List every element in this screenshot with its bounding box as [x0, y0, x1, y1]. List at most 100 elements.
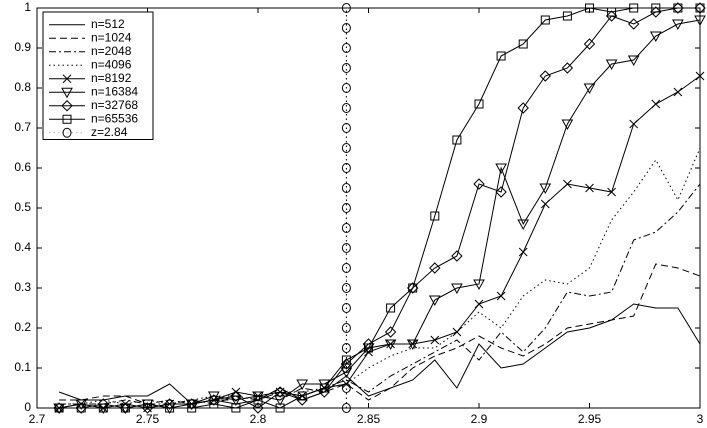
circle-marker: [341, 103, 351, 113]
diamond-marker: [561, 62, 574, 74]
diamond-marker: [97, 398, 110, 410]
triangle-marker: [428, 295, 441, 307]
legend-label: n=65536: [91, 111, 138, 125]
circle-marker: [341, 163, 351, 173]
x-marker: [651, 99, 661, 109]
y-tick-label: 0.5: [14, 200, 31, 214]
x-marker: [585, 183, 594, 193]
y-tick-label: 0.8: [14, 80, 31, 94]
square-marker: [651, 3, 661, 13]
diamond-marker: [208, 394, 220, 406]
square-marker: [165, 403, 175, 413]
diamond-marker: [230, 390, 242, 402]
legend-item: n=512: [49, 17, 125, 31]
diamond-marker: [163, 398, 176, 410]
triangle-marker: [627, 55, 640, 67]
legend-item: n=16384: [49, 84, 138, 98]
square-marker: [297, 391, 307, 401]
triangle-marker: [672, 19, 684, 31]
legend-item: n=8192: [49, 71, 132, 85]
diamond-marker: [583, 38, 596, 50]
series-line: [59, 75, 701, 409]
y-tick-label: 0.7: [14, 120, 31, 134]
diamond-marker: [75, 402, 87, 414]
circle-marker: [341, 183, 351, 193]
diamond-marker: [495, 186, 507, 198]
x-tick-label: 2.85: [357, 412, 381, 426]
circle-marker: [62, 127, 72, 138]
y-tick-label: 0.1: [14, 360, 31, 374]
x-marker: [540, 199, 550, 209]
square-marker: [430, 211, 440, 221]
square-marker: [607, 7, 617, 17]
y-tick-label: 0.6: [14, 160, 31, 174]
legend-label: n=16384: [91, 84, 138, 98]
legend-item: n=65536: [49, 111, 138, 125]
square-marker: [319, 383, 329, 393]
circle-marker: [341, 143, 351, 153]
diamond-marker: [627, 18, 640, 30]
legend-label: n=1024: [91, 30, 132, 44]
circle-marker: [341, 23, 351, 33]
square-marker: [98, 403, 108, 413]
diamond-marker: [429, 262, 441, 274]
circle-marker: [341, 43, 351, 53]
circle-marker: [341, 123, 351, 133]
diamond-marker: [340, 358, 353, 370]
legend-box: [42, 11, 154, 140]
x-marker: [62, 74, 72, 84]
circle-marker: [341, 303, 351, 313]
circle-marker: [341, 283, 351, 293]
square-marker: [452, 135, 462, 145]
square-marker: [518, 39, 528, 49]
circle-marker: [341, 63, 351, 73]
square-marker: [253, 395, 263, 405]
square-marker: [231, 403, 241, 413]
diamond-marker: [473, 178, 485, 190]
square-marker: [673, 3, 683, 13]
triangle-marker: [517, 219, 530, 231]
legend: n=512n=1024n=2048n=4096n=8192n=16384n=32…: [42, 11, 154, 140]
y-tick-label: 0.9: [14, 40, 31, 54]
y-tick-label: 0: [24, 400, 31, 414]
diamond-marker: [517, 102, 529, 114]
legend-item: n=32768: [49, 98, 138, 112]
x-marker: [563, 179, 572, 189]
x-marker: [518, 247, 528, 257]
diamond-marker: [650, 6, 662, 18]
square-marker: [540, 15, 550, 25]
y-tick-label: 0.4: [14, 240, 31, 254]
diamond-marker: [274, 386, 286, 398]
square-marker: [629, 3, 639, 13]
x-marker: [673, 87, 683, 97]
diamond-marker: [406, 282, 419, 294]
triangle-marker: [406, 339, 419, 351]
square-marker: [408, 283, 418, 293]
triangle-marker: [561, 119, 574, 131]
circle-marker: [341, 263, 351, 273]
y-tick-label: 1: [24, 0, 31, 14]
x-marker: [474, 299, 484, 309]
square-marker: [496, 51, 506, 61]
square-marker: [364, 343, 373, 353]
square-marker: [695, 3, 705, 13]
x-tick-label: 2.8: [250, 412, 267, 426]
diamond-marker: [61, 100, 73, 112]
x-marker: [607, 187, 616, 197]
circle-marker: [341, 243, 351, 253]
legend-item: n=2048: [49, 44, 132, 58]
square-marker: [143, 399, 152, 409]
square-marker: [62, 114, 72, 124]
x-marker: [231, 387, 241, 397]
circle-marker: [341, 83, 351, 93]
triangle-marker: [340, 367, 353, 379]
legend-item: n=1024: [49, 30, 132, 44]
triangle-marker: [649, 31, 662, 43]
circle-marker: [341, 403, 351, 413]
diamond-marker: [53, 402, 65, 414]
diamond-marker: [694, 2, 706, 14]
diamond-marker: [672, 2, 684, 14]
diamond-marker: [318, 386, 331, 398]
diamond-marker: [539, 70, 552, 82]
